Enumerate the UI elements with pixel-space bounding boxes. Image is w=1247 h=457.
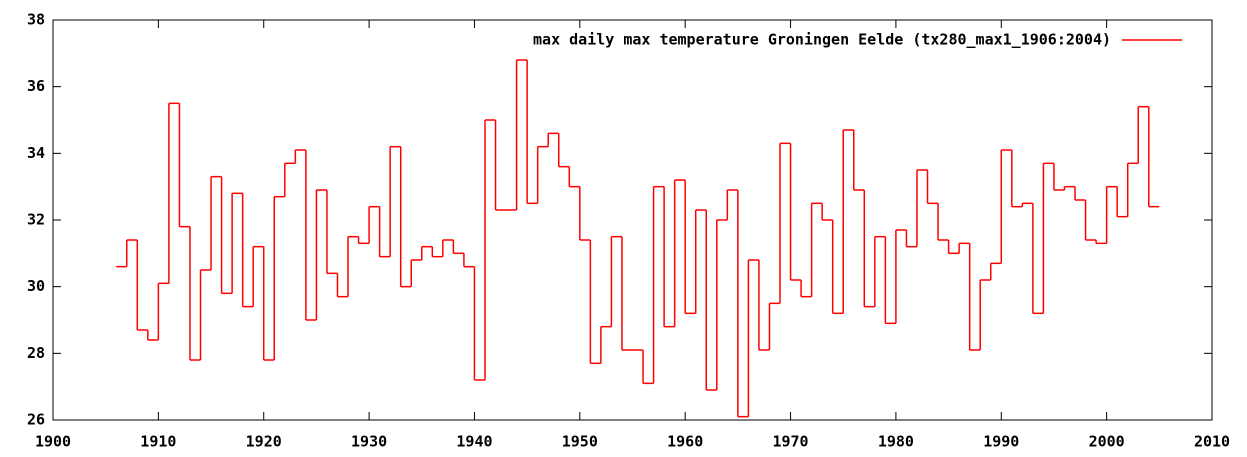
x-tick-label: 1980 (878, 433, 914, 451)
x-tick-label: 1970 (772, 433, 808, 451)
y-tick-label: 32 (27, 211, 45, 229)
x-tick-label: 1940 (456, 433, 492, 451)
y-tick-label: 28 (27, 344, 45, 362)
y-tick-label: 30 (27, 277, 45, 295)
x-tick-label: 1990 (983, 433, 1019, 451)
y-tick-label: 38 (27, 11, 45, 29)
legend-label: max daily max temperature Groningen Eeld… (533, 31, 1111, 49)
y-tick-label: 34 (27, 144, 45, 162)
x-tick-label: 1900 (35, 433, 71, 451)
x-tick-label: 1960 (667, 433, 703, 451)
x-tick-label: 1910 (140, 433, 176, 451)
y-tick-label: 36 (27, 77, 45, 95)
x-tick-label: 1950 (562, 433, 598, 451)
y-tick-label: 26 (27, 411, 45, 429)
x-tick-label: 1930 (351, 433, 387, 451)
x-tick-label: 2010 (1194, 433, 1230, 451)
x-tick-label: 1920 (246, 433, 282, 451)
plot-frame (52, 19, 1213, 421)
x-tick-label: 2000 (1089, 433, 1125, 451)
